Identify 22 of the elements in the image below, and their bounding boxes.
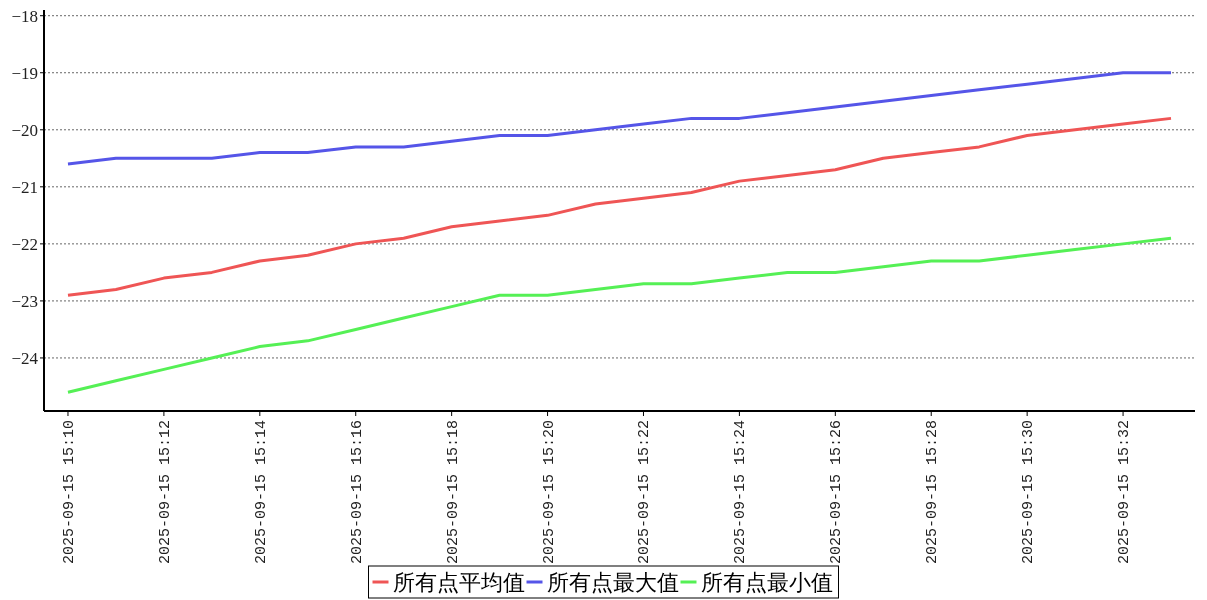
x-tick-label: 2025-09-15 15:24 — [732, 420, 750, 565]
legend-label: 所有点最小值 — [700, 570, 833, 595]
x-tick-label: 2025-09-15 15:22 — [636, 420, 654, 565]
legend-label: 所有点最大值 — [546, 570, 679, 595]
y-tick-label: −23 — [11, 291, 38, 311]
x-tick-label: 2025-09-15 15:28 — [924, 420, 942, 565]
y-tick-label: −22 — [11, 234, 38, 254]
x-tick-label: 2025-09-15 15:20 — [540, 420, 558, 565]
legend-label: 所有点平均值 — [392, 570, 525, 595]
y-tick-label: −20 — [11, 120, 38, 140]
x-tick-label: 2025-09-15 15:16 — [348, 420, 366, 565]
x-tick-label: 2025-09-15 15:30 — [1020, 420, 1038, 565]
y-tick-label: −18 — [11, 6, 38, 26]
y-tick-label: −24 — [11, 348, 39, 368]
x-tick-label: 2025-09-15 15:14 — [252, 420, 270, 565]
x-tick-label: 2025-09-15 15:10 — [60, 420, 78, 565]
y-tick-label: −21 — [11, 177, 38, 197]
x-tick-label: 2025-09-15 15:18 — [444, 420, 462, 565]
y-tick-label: −19 — [11, 63, 38, 83]
x-tick-label: 2025-09-15 15:32 — [1116, 420, 1134, 565]
x-tick-label: 2025-09-15 15:26 — [828, 420, 846, 565]
x-tick-label: 2025-09-15 15:12 — [156, 420, 174, 565]
